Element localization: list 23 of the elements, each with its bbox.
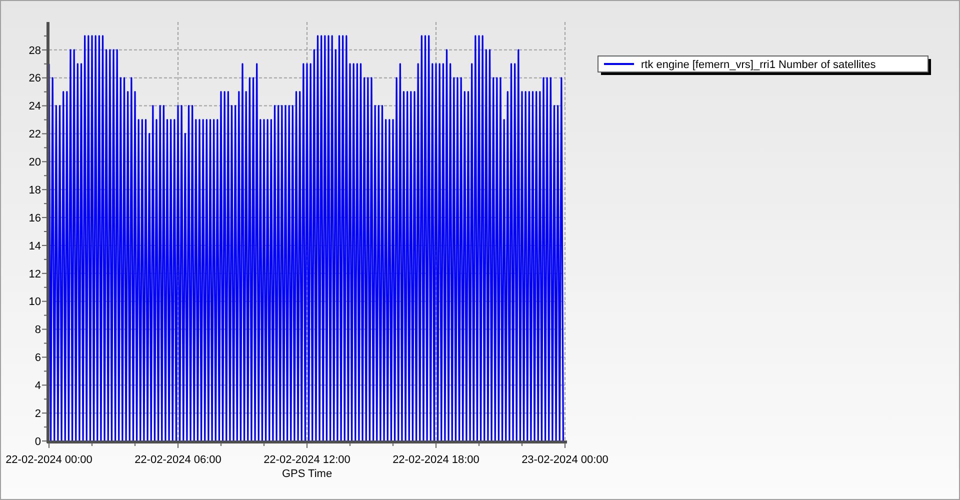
x-tick-label: 22-02-2024 18:00 — [392, 454, 480, 466]
y-tick-label: 18 — [28, 184, 41, 196]
y-tick-label: 10 — [28, 296, 41, 308]
y-tick-label: 14 — [28, 240, 41, 252]
y-tick-label: 22 — [28, 128, 41, 141]
y-tick-label: 4 — [34, 380, 41, 392]
line-series — [48, 35, 564, 442]
x-tick-label: 22-02-2024 00:00 — [6, 454, 92, 466]
legend-label: rtk engine [femern_vrs]_rri1 Number of satellites — [641, 58, 876, 71]
y-tick-label: 2 — [34, 408, 41, 420]
y-tick-label: 16 — [28, 212, 41, 224]
y-tick-label: 12 — [28, 268, 41, 280]
x-tick-label: 22-02-2024 12:00 — [264, 454, 350, 466]
y-tick-label: 20 — [28, 156, 41, 169]
x-tick-label: 23-02-2024 00:00 — [522, 454, 608, 466]
x-axis-title: GPS Time — [282, 468, 332, 480]
y-tick-label: 28 — [28, 44, 41, 57]
x-tick-label: 22-02-2024 06:00 — [134, 454, 222, 466]
y-tick-label: 26 — [28, 72, 41, 85]
y-tick-label: 0 — [34, 436, 41, 448]
y-tick-label: 24 — [28, 100, 41, 113]
y-tick-label: 6 — [34, 352, 41, 364]
y-tick-label: 8 — [34, 324, 41, 336]
